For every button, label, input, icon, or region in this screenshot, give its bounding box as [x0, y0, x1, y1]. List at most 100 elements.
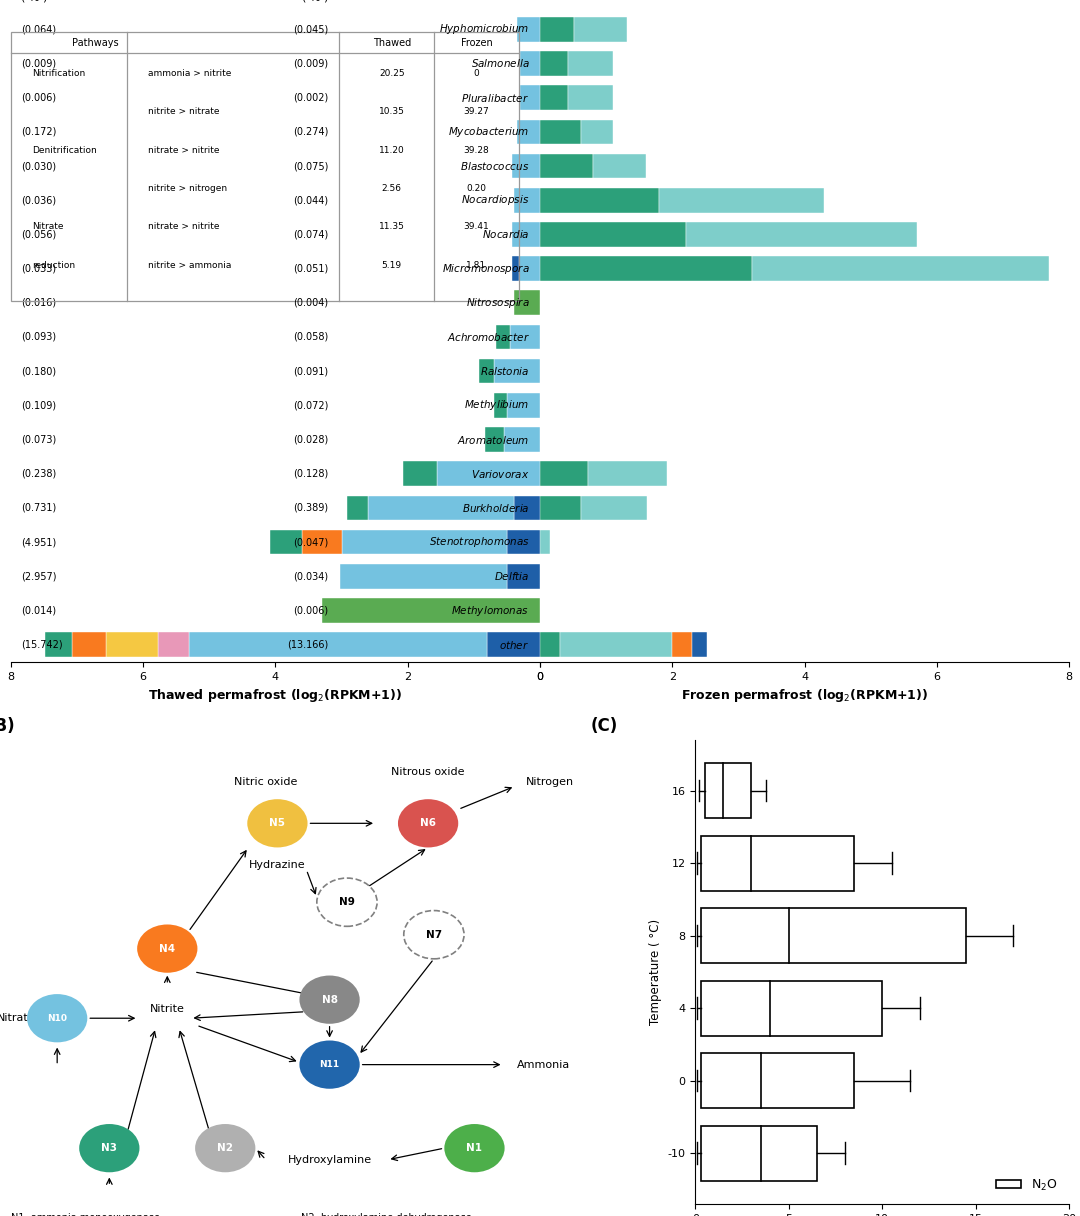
Circle shape	[247, 799, 308, 848]
Circle shape	[404, 911, 464, 959]
Text: $\it{Pluralibacter}$: $\it{Pluralibacter}$	[461, 91, 529, 103]
Text: (0.064): (0.064)	[22, 24, 56, 34]
Text: (0.006): (0.006)	[22, 92, 56, 102]
Text: (0.091): (0.091)	[293, 366, 328, 376]
Text: Nitrous oxide: Nitrous oxide	[391, 767, 464, 777]
Bar	[45, 632, 71, 657]
Bar	[518, 257, 540, 281]
Bar	[437, 461, 540, 486]
Text: $\it{Stenotrophomonas}$: $\it{Stenotrophomonas}$	[429, 535, 529, 550]
Bar	[686, 223, 917, 247]
Text: 0: 0	[474, 68, 480, 78]
Text: (0.009): (0.009)	[22, 58, 56, 68]
Text: Ammonia: Ammonia	[517, 1059, 570, 1070]
Text: N2: N2	[217, 1143, 233, 1153]
Bar	[507, 393, 540, 417]
Bar	[503, 427, 540, 452]
Text: (0.274): (0.274)	[293, 126, 328, 137]
Bar	[507, 530, 540, 554]
Text: N8: N8	[322, 995, 338, 1004]
Text: N3: N3	[102, 1143, 118, 1153]
Text: 39.27: 39.27	[463, 107, 489, 116]
Bar	[575, 17, 627, 41]
Bar	[540, 257, 752, 281]
Circle shape	[444, 1124, 504, 1172]
Text: (0.014): (0.014)	[22, 606, 56, 615]
Text: (0.047): (0.047)	[293, 537, 328, 547]
Text: (0.093): (0.093)	[22, 332, 56, 342]
Bar	[510, 325, 540, 349]
Bar	[581, 496, 647, 520]
Text: $\it{Achromobacter}$: $\it{Achromobacter}$	[446, 331, 529, 343]
Bar	[588, 461, 667, 486]
Text: (0.180): (0.180)	[22, 366, 56, 376]
Bar	[672, 632, 692, 657]
Text: $\it{Nocardia}$: $\it{Nocardia}$	[482, 229, 529, 241]
Text: (0.030): (0.030)	[22, 161, 56, 171]
Bar	[301, 530, 341, 554]
Text: 20.25: 20.25	[379, 68, 405, 78]
Bar	[514, 291, 540, 315]
Bar	[659, 188, 824, 213]
Text: (B): (B)	[0, 717, 15, 736]
Text: (0.044): (0.044)	[293, 196, 328, 206]
Text: 0.20: 0.20	[467, 184, 486, 193]
X-axis label: Thawed permafrost (log$_2$(RPKM+1)): Thawed permafrost (log$_2$(RPKM+1))	[148, 687, 403, 704]
Bar	[341, 530, 507, 554]
Legend: N$_2$O: N$_2$O	[991, 1172, 1063, 1198]
Text: N6: N6	[420, 818, 436, 828]
Text: N4: N4	[159, 944, 175, 953]
Text: nitrite > nitrate: nitrite > nitrate	[148, 107, 220, 116]
Text: ( % ): ( % )	[22, 0, 48, 2]
Text: N1: N1	[467, 1143, 483, 1153]
Text: (15.742): (15.742)	[22, 640, 63, 649]
Text: ammonia > nitrite: ammonia > nitrite	[148, 68, 232, 78]
Bar	[540, 496, 581, 520]
Bar	[494, 359, 540, 383]
Bar	[701, 1053, 854, 1108]
Text: $\it{Burkholderia}$: $\it{Burkholderia}$	[462, 502, 529, 514]
Text: (0.072): (0.072)	[293, 400, 328, 410]
Text: $\it{Blastococcus}$: $\it{Blastococcus}$	[460, 161, 529, 171]
Bar	[270, 530, 302, 554]
Text: (0.006): (0.006)	[293, 606, 328, 615]
Bar	[568, 51, 612, 75]
Text: $\it{Delftia}$: $\it{Delftia}$	[494, 570, 529, 582]
Text: 1.81: 1.81	[467, 261, 487, 270]
Text: (4.951): (4.951)	[22, 537, 56, 547]
Text: Nitrate: Nitrate	[32, 223, 64, 231]
Bar	[517, 17, 540, 41]
Text: $\it{other}$: $\it{other}$	[499, 638, 529, 651]
Circle shape	[299, 975, 360, 1024]
Bar	[540, 51, 568, 75]
Bar	[340, 564, 507, 589]
Bar	[347, 496, 368, 520]
Text: (0.004): (0.004)	[293, 298, 328, 308]
Bar	[704, 762, 752, 818]
Text: 11.20: 11.20	[379, 146, 405, 154]
Text: N9: N9	[339, 897, 355, 907]
Circle shape	[79, 1124, 139, 1172]
Bar	[512, 153, 540, 179]
Bar	[540, 223, 686, 247]
Text: $\it{Micromonospora}$: $\it{Micromonospora}$	[442, 261, 529, 276]
Text: Pathways: Pathways	[72, 38, 119, 49]
Text: (0.074): (0.074)	[293, 230, 328, 240]
Bar	[701, 1126, 816, 1181]
Bar	[701, 908, 967, 963]
Bar	[752, 257, 1050, 281]
Bar	[512, 257, 518, 281]
Text: Hydrazine: Hydrazine	[249, 860, 306, 871]
Bar	[512, 223, 540, 247]
Text: Nitrate: Nitrate	[0, 1013, 36, 1023]
Bar	[403, 461, 437, 486]
Text: (0.009): (0.009)	[293, 58, 328, 68]
Text: (0.028): (0.028)	[293, 434, 328, 445]
Bar	[540, 530, 550, 554]
Text: Nitrite: Nitrite	[150, 1004, 185, 1014]
Text: Nitrogen: Nitrogen	[526, 777, 573, 787]
Text: 10.35: 10.35	[379, 107, 405, 116]
Bar	[540, 461, 588, 486]
Text: $\it{Variovorax}$: $\it{Variovorax}$	[471, 468, 529, 480]
Text: ( % ): ( % )	[302, 0, 328, 2]
